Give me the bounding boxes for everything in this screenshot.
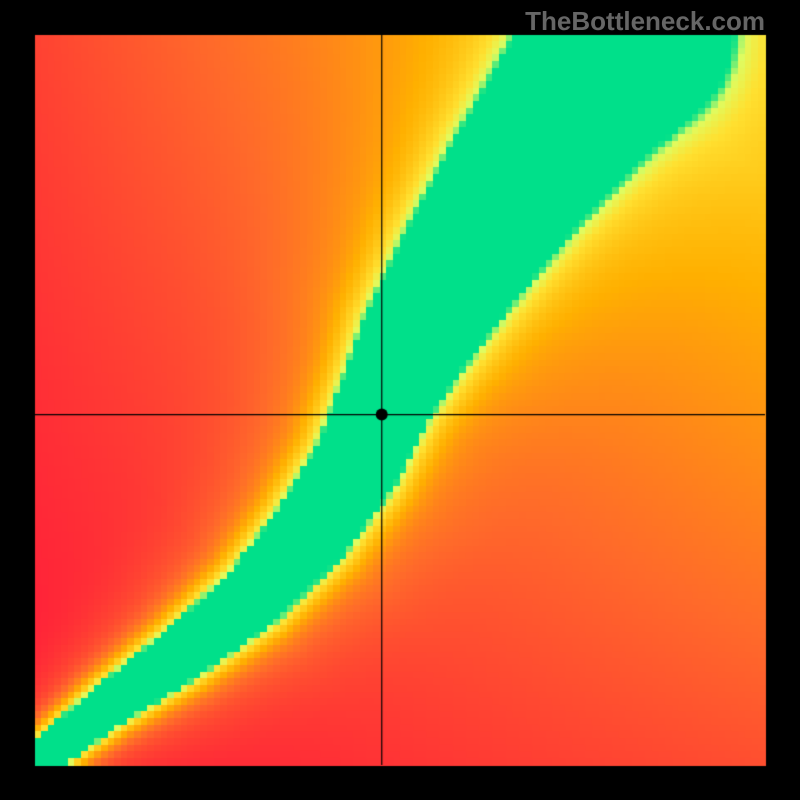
bottleneck-heatmap — [0, 0, 800, 800]
chart-container: TheBottleneck.com — [0, 0, 800, 800]
watermark-text: TheBottleneck.com — [525, 6, 765, 37]
